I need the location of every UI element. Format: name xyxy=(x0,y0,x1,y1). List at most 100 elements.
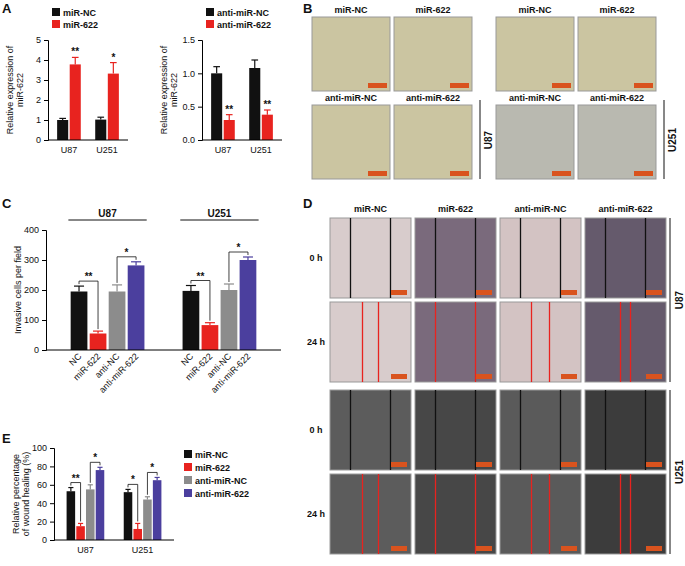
tick-mark xyxy=(44,80,48,81)
wound-edge xyxy=(630,302,631,382)
tick: 1.0 xyxy=(182,69,202,79)
tick: U87 xyxy=(215,145,232,155)
error-bar xyxy=(145,497,150,500)
micrograph xyxy=(500,218,581,298)
wound-edge xyxy=(620,302,621,382)
time-label: 24 h xyxy=(307,337,325,347)
tick-label: 0 xyxy=(36,135,41,145)
error-bar xyxy=(125,489,130,492)
scale-bar xyxy=(561,374,577,379)
wound-edge xyxy=(350,218,351,298)
tick: 100 xyxy=(32,443,54,453)
y-axis: 0.00.51.01.5 xyxy=(182,35,202,145)
tick: U87 xyxy=(61,145,78,155)
tick: U251 xyxy=(132,545,154,555)
wound-edge xyxy=(605,390,606,470)
panel-d: miR-NCmiR-622anti-miR-NCanti-miR-6220 h2… xyxy=(307,204,685,554)
tick-mark xyxy=(198,140,202,141)
plot-area xyxy=(71,257,257,350)
tick-mark xyxy=(44,60,48,61)
scale-bar xyxy=(646,462,662,467)
significance-bracket xyxy=(79,281,98,329)
bar xyxy=(57,120,68,140)
chart: 0100200300400Invasive cells per fieldNCm… xyxy=(13,208,281,395)
legend-label: miR-622 xyxy=(195,463,230,473)
error-bar xyxy=(112,285,122,292)
tick-label: 100 xyxy=(32,443,47,453)
tick-mark xyxy=(44,140,48,141)
scale-bar xyxy=(634,83,653,88)
wound-edge xyxy=(475,218,476,298)
tick-label: 4 xyxy=(36,55,41,65)
error-cap xyxy=(93,331,103,332)
significance: * xyxy=(125,247,129,258)
bracket-line xyxy=(480,100,481,179)
tick: 400 xyxy=(24,225,46,235)
error-cap xyxy=(112,284,122,285)
error-bar xyxy=(110,63,117,74)
tick-mark xyxy=(50,466,54,467)
legend-label: anti-miR-NC xyxy=(217,8,269,18)
tick: 4 xyxy=(36,55,48,65)
error-cap xyxy=(155,477,160,478)
tick-label: 0 xyxy=(42,535,47,545)
tick: 200 xyxy=(24,285,46,295)
error-line xyxy=(254,60,255,68)
tick-mark xyxy=(42,230,46,231)
wound-edge xyxy=(549,302,550,382)
legend-swatch xyxy=(206,20,214,28)
tick: 2 xyxy=(36,95,48,105)
error-cap xyxy=(251,59,258,60)
tick-label: anti-miR-622 xyxy=(209,351,253,395)
tick: U87 xyxy=(77,545,94,555)
bar xyxy=(153,480,162,540)
legend: miR-NCmiR-622anti-miR-NCanti-miR-622 xyxy=(184,450,249,499)
micrograph xyxy=(415,474,496,554)
tick-mark xyxy=(50,540,54,541)
scale-bar xyxy=(634,171,653,176)
label-line: Relative percentage xyxy=(11,454,21,534)
bar xyxy=(86,489,95,540)
tick: 300 xyxy=(24,255,46,265)
error-line xyxy=(113,63,114,74)
tick: 0 xyxy=(36,135,48,145)
label-line: of wound healing (%) xyxy=(21,452,31,537)
error-cap xyxy=(78,523,83,524)
bar xyxy=(143,500,152,540)
label-line: Relative expression of xyxy=(159,45,169,134)
bar xyxy=(71,292,88,351)
wound-edge xyxy=(531,474,532,554)
error-cap xyxy=(125,489,130,490)
bar xyxy=(95,120,106,140)
legend-label: anti-miR-622 xyxy=(195,489,249,499)
scale-bar xyxy=(561,290,577,295)
micrograph xyxy=(585,218,666,298)
error-line xyxy=(116,285,117,292)
error-bar xyxy=(93,331,103,333)
legend-label: miR-NC xyxy=(63,8,96,18)
error-bar xyxy=(226,115,233,120)
plot-area xyxy=(67,467,162,540)
micrograph xyxy=(415,390,496,470)
tick-mark xyxy=(42,350,46,351)
x-axis: U87 U251 xyxy=(54,540,174,555)
wound-edge xyxy=(620,474,621,554)
error-bar xyxy=(97,467,102,470)
y-axis-title: Invasive cells per field xyxy=(13,246,23,334)
tick: 0.0 xyxy=(182,135,202,145)
significance: * xyxy=(131,474,135,485)
micrograph xyxy=(496,105,574,179)
label-line: miR-622 xyxy=(169,73,179,107)
tick: 40 xyxy=(37,499,54,509)
micrograph xyxy=(500,474,581,554)
micrograph xyxy=(394,105,472,179)
chart: 0.00.51.01.5 Relative expression ofmiR-62… xyxy=(159,8,282,155)
tick-mark xyxy=(50,448,54,449)
axis-line xyxy=(44,41,49,141)
significance: ** xyxy=(71,46,79,57)
column-label: miR-NC xyxy=(519,5,552,15)
error-cap xyxy=(74,286,84,287)
tick: 100 xyxy=(24,315,46,325)
bar xyxy=(128,265,145,350)
bar xyxy=(67,491,76,540)
